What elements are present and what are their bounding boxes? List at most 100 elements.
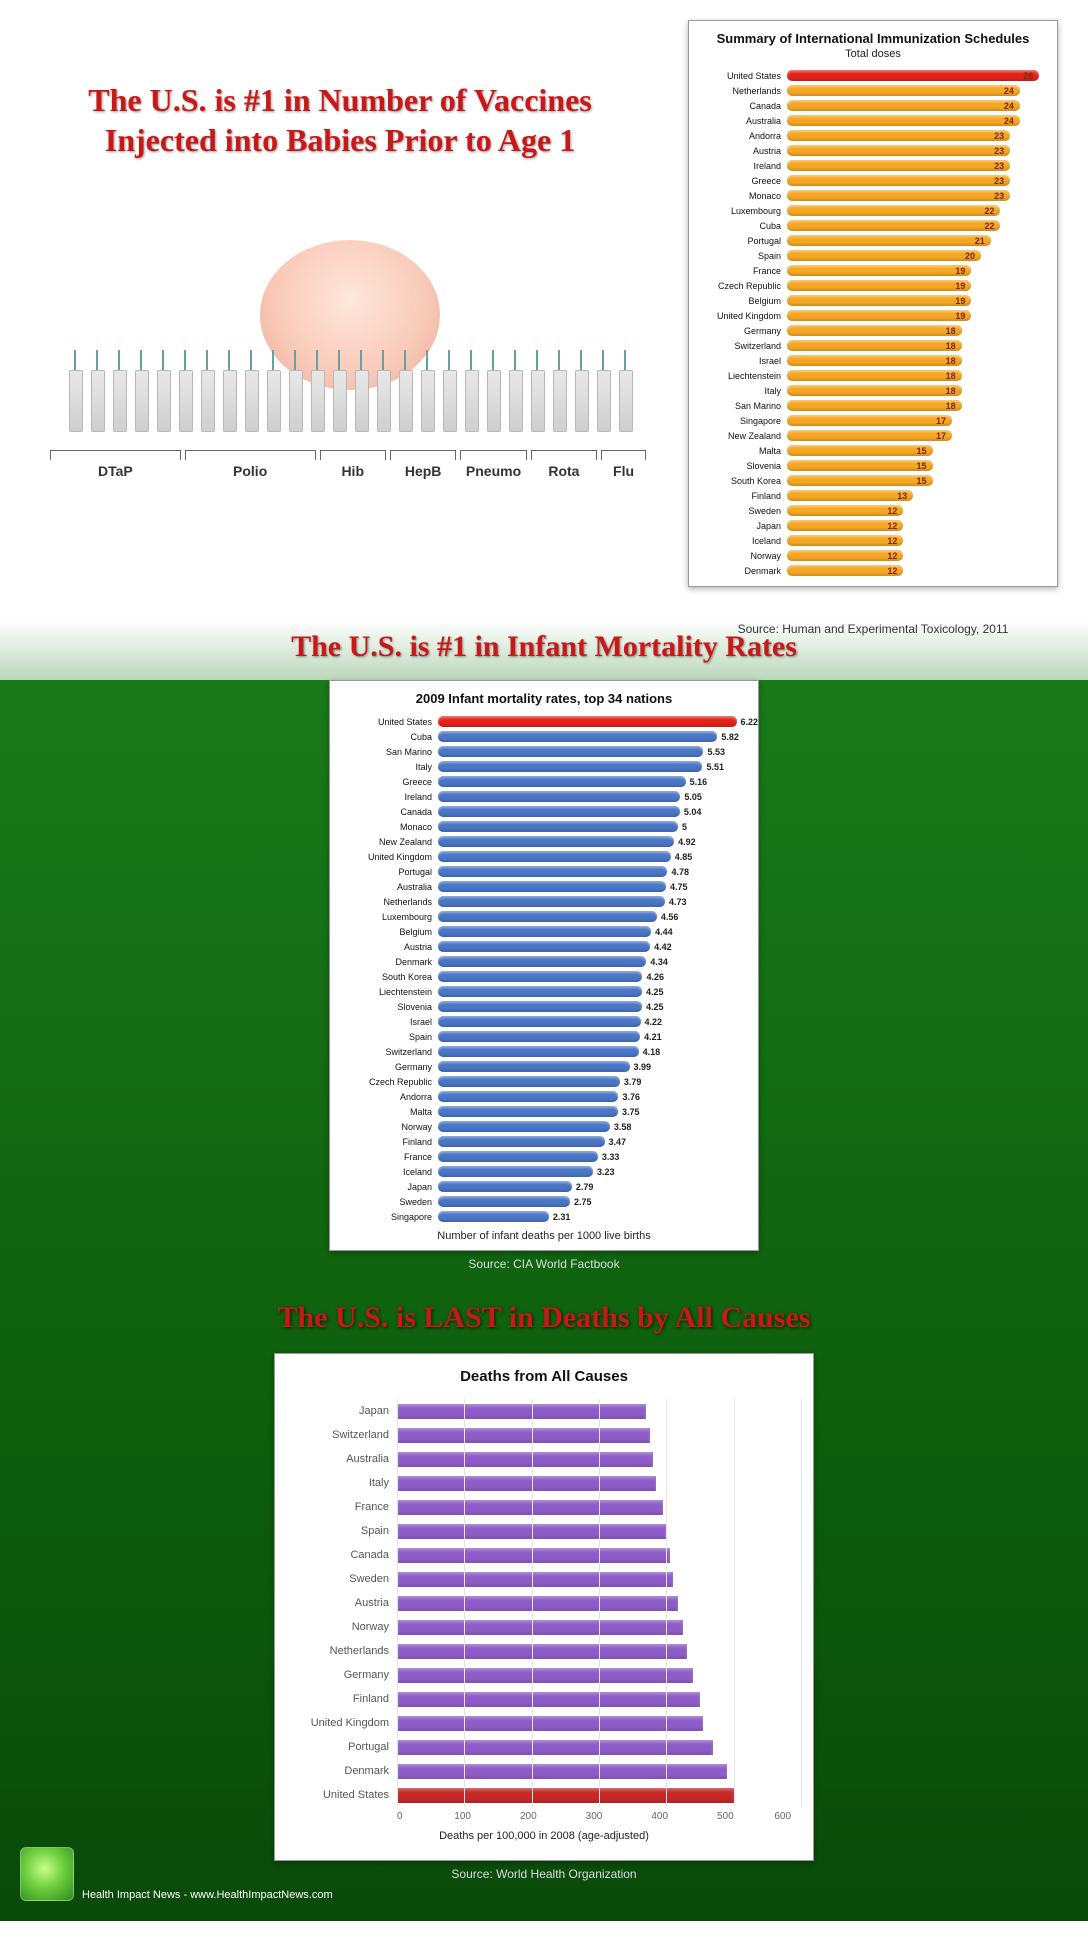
bar-track: 5.82 [438,731,750,742]
bar-fill: 26 [787,70,1039,81]
bar-row: Norway 3.58 [338,1119,750,1134]
bar-track [397,1572,801,1587]
bar-label: Luxembourg [338,912,438,922]
bar-row: Denmark4.34 [338,954,750,969]
footer-text: Health Impact News - www.HealthImpactNew… [82,1889,333,1901]
section-top: The U.S. is #1 in Number of Vaccines Inj… [0,0,1088,620]
bar-row: Canada5.04 [338,804,750,819]
bar-value: 4.34 [650,957,668,967]
syringe-icon [462,350,480,440]
bar-value: 2.75 [574,1197,592,1207]
bar-row: Germany3.99 [338,1059,750,1074]
bar-fill: 4.34 [438,956,646,967]
headline-top: The U.S. is #1 in Number of Vaccines Inj… [30,0,650,160]
bar-label: Czech Republic [697,281,787,291]
syringe-icon [176,350,194,440]
bar-fill: 4.85 [438,851,671,862]
bar-track: 15 [787,460,1049,471]
headline-bot: The U.S. is LAST in Deaths by All Causes [0,1271,1088,1335]
bar-fill [397,1692,700,1707]
bar-track: 19 [787,295,1049,306]
bar-track: 4.73 [438,896,750,907]
bar-row: Australia24 [697,113,1049,128]
bar-track: 12 [787,505,1049,516]
bar-label: Switzerland [287,1429,397,1441]
bar-value: 5.82 [721,732,739,742]
bar-label: Czech Republic [338,1077,438,1087]
chart1-subtitle: Total doses [697,48,1049,60]
chart2-bars: United States6.22Cuba5.82San Marino5.53I… [338,714,750,1224]
bar-label: Denmark [697,566,787,576]
vaccine-group-label: Flu [602,463,645,479]
chart1-bars: United States26Netherlands24Canada24Aust… [697,68,1049,578]
bar-row: Portugal4.78 [338,864,750,879]
bar-label: Norway [287,1621,397,1633]
bar-value: 18 [946,401,956,411]
bar-track: 13 [787,490,1049,501]
bar-value: 5.16 [690,777,708,787]
bar-row: San Marino5.53 [338,744,750,759]
bar-fill: 5.53 [438,746,703,757]
bar-label: Monaco [338,822,438,832]
bar-value: 5.53 [707,747,725,757]
bar-track: 5.53 [438,746,750,757]
bar-fill: 22 [787,220,1000,231]
bar-track: 21 [787,235,1049,246]
bar-track: 24 [787,85,1049,96]
bar-track: 5.16 [438,776,750,787]
bar-fill: 24 [787,100,1020,111]
bar-fill: 4.75 [438,881,666,892]
bar-track: 18 [787,355,1049,366]
bar-label: Andorra [338,1092,438,1102]
bar-value: 23 [994,146,1004,156]
bar-fill [397,1788,734,1803]
bar-label: Sweden [287,1573,397,1585]
bar-label: Austria [338,942,438,952]
bar-value: 3.58 [614,1122,632,1132]
bar-track: 4.42 [438,941,750,952]
bar-label: Malta [697,446,787,456]
bar-fill: 5.16 [438,776,686,787]
bar-row: United States [287,1783,801,1807]
bar-track: 12 [787,550,1049,561]
bar-fill [397,1596,678,1611]
bar-fill: 4.42 [438,941,650,952]
bar-fill: 15 [787,460,933,471]
bar-row: Germany [287,1663,801,1687]
bar-fill: 3.76 [438,1091,618,1102]
bar-track [397,1524,801,1539]
bar-track: 3.99 [438,1061,750,1072]
bar-value: 3.47 [609,1137,627,1147]
syringe-icon [154,350,172,440]
bar-row: Australia4.75 [338,879,750,894]
bar-label: Iceland [338,1167,438,1177]
bar-label: Liechtenstein [338,987,438,997]
xaxis-tick: 300 [561,1811,627,1822]
bar-label: Germany [697,326,787,336]
bar-row: South Korea15 [697,473,1049,488]
bar-label: San Marino [697,401,787,411]
bar-fill: 4.18 [438,1046,639,1057]
bar-fill [397,1572,673,1587]
bar-track: 4.44 [438,926,750,937]
bar-label: Norway [338,1122,438,1132]
bar-fill: 3.33 [438,1151,598,1162]
bar-value: 20 [965,251,975,261]
bar-track: 4.18 [438,1046,750,1057]
bar-track: 15 [787,475,1049,486]
bar-label: South Korea [338,972,438,982]
bar-row: Slovenia15 [697,458,1049,473]
bar-fill: 19 [787,295,971,306]
bar-label: Japan [338,1182,438,1192]
bar-label: Finland [338,1137,438,1147]
bar-label: Spain [697,251,787,261]
bar-row: Sweden [287,1567,801,1591]
bar-track: 3.76 [438,1091,750,1102]
bar-row: Netherlands [287,1639,801,1663]
bar-row: Czech Republic19 [697,278,1049,293]
bar-value: 12 [887,521,897,531]
vaccine-group-label: Hib [321,463,385,479]
bar-row: Italy18 [697,383,1049,398]
bar-fill: 4.56 [438,911,657,922]
bar-row: Luxembourg4.56 [338,909,750,924]
